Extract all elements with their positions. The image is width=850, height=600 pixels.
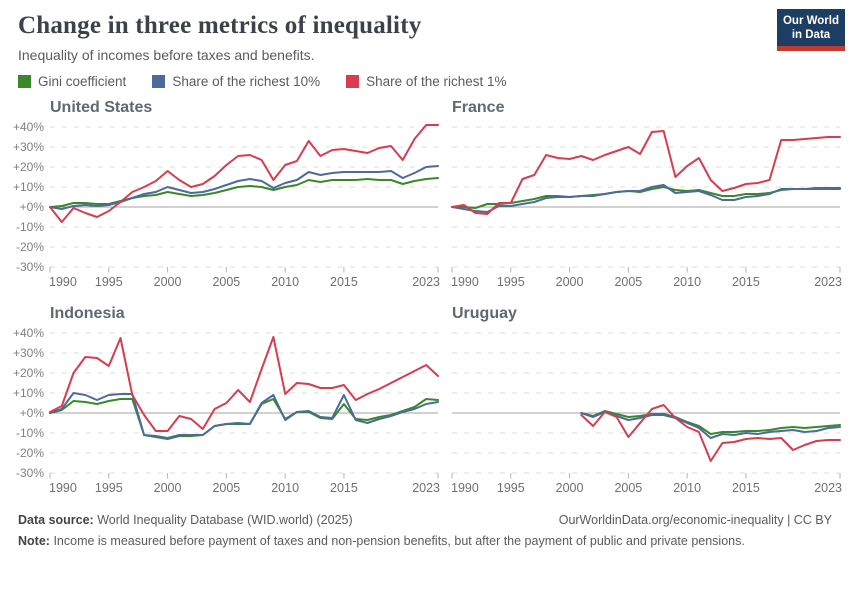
- top10-swatch-icon: [152, 75, 166, 88]
- owid-logo[interactable]: Our World in Data: [777, 9, 845, 51]
- chart-france[interactable]: 1990 1995 2000 2005 2010 2015 2023: [440, 119, 842, 291]
- data-source-label: Data source:: [18, 513, 94, 527]
- y-axis-label: +0%: [20, 200, 45, 214]
- series-line-top1[interactable]: [451, 130, 841, 215]
- x-axis-label: 2023: [814, 481, 842, 495]
- x-axis-label: 2010: [271, 481, 299, 495]
- page-title: Change in three metrics of inequality: [18, 12, 422, 39]
- panel-uruguay: Uruguay 1990 1995 2000 2005 2010 2015 2023: [440, 299, 842, 497]
- x-axis-label: 2023: [412, 275, 440, 289]
- series-line-gini[interactable]: [49, 177, 439, 208]
- credit-link[interactable]: OurWorldinData.org/economic-inequality |…: [558, 513, 832, 527]
- panel-title-indonesia: Indonesia: [50, 305, 125, 322]
- x-axis-label: 1995: [95, 275, 123, 289]
- x-axis-label: 2015: [330, 275, 358, 289]
- legend-item-top10[interactable]: Share of the richest 10%: [152, 74, 320, 89]
- chart-united-states[interactable]: +40% +30% +20% +10% +0% -10% -20% -30% 1990 1995 2…: [6, 119, 440, 291]
- x-axis-label: 1990: [49, 275, 77, 289]
- x-axis-label: 2005: [614, 275, 642, 289]
- owid-logo-line1: Our World: [782, 15, 839, 27]
- legend-label: Share of the richest 1%: [366, 74, 507, 89]
- series-line-top10[interactable]: [49, 165, 439, 210]
- y-axis-label: -10%: [16, 426, 44, 440]
- panel-indonesia: Indonesia +40% +30% +20% +10% +0% -10% -20% -30…: [6, 299, 440, 497]
- y-axis-label: -20%: [16, 240, 44, 254]
- series-line-top10[interactable]: [49, 392, 439, 439]
- series-line-top1[interactable]: [49, 336, 439, 432]
- series-line-gini[interactable]: [451, 186, 841, 209]
- y-axis-label: -30%: [16, 260, 44, 274]
- x-axis-label: 2010: [271, 275, 299, 289]
- y-axis-label: +0%: [20, 406, 45, 420]
- x-axis-label: 2000: [154, 275, 182, 289]
- y-axis-label: -10%: [16, 220, 44, 234]
- owid-logo-stripe: [777, 46, 845, 51]
- chart-indonesia[interactable]: +40% +30% +20% +10% +0% -10% -20% -30% 1990 1995 2…: [6, 325, 440, 497]
- x-axis-label: 1990: [451, 481, 479, 495]
- x-axis-label: 2015: [732, 481, 760, 495]
- panel-title-france: France: [452, 99, 505, 116]
- x-axis-label: 1995: [497, 275, 525, 289]
- gini-swatch-icon: [18, 75, 31, 88]
- x-axis-label: 2023: [814, 275, 842, 289]
- y-axis-label: +10%: [13, 386, 44, 400]
- panel-title-united-states: United States: [50, 99, 153, 116]
- panel-france: France 1990 1995 2000 2005 2010 2015 2023: [440, 93, 842, 291]
- panel-title-uruguay: Uruguay: [452, 305, 517, 322]
- x-axis-label: 2005: [614, 481, 642, 495]
- legend-label: Gini coefficient: [38, 74, 127, 89]
- x-axis-label: 1995: [95, 481, 123, 495]
- owid-logo-line2: in Data: [791, 29, 831, 41]
- charts-grid: United States +40% +30% +20% +10% +0% -10% -20…: [0, 93, 850, 497]
- y-axis-label: +20%: [13, 160, 44, 174]
- series-line-top1[interactable]: [580, 404, 841, 462]
- x-axis-label: 2010: [673, 275, 701, 289]
- x-axis-label: 2005: [212, 275, 240, 289]
- note-label: Note:: [18, 534, 50, 548]
- x-axis-label: 2005: [212, 481, 240, 495]
- x-axis-label: 2010: [673, 481, 701, 495]
- y-axis-label: -30%: [16, 466, 44, 480]
- y-axis-label: +20%: [13, 366, 44, 380]
- x-axis-label: 2000: [556, 275, 584, 289]
- series-line-gini[interactable]: [580, 410, 841, 435]
- legend-item-gini[interactable]: Gini coefficient: [18, 74, 126, 89]
- y-axis-label: +10%: [13, 180, 44, 194]
- x-axis-label: 1990: [49, 481, 77, 495]
- footer-source-row: Data source: World Inequality Database (…: [18, 513, 832, 527]
- x-axis-label: 1990: [451, 275, 479, 289]
- note-text: Income is measured before payment of tax…: [53, 534, 745, 548]
- x-axis-label: 2000: [556, 481, 584, 495]
- y-axis-label: +30%: [13, 346, 44, 360]
- header: Change in three metrics of inequality In…: [0, 0, 850, 89]
- legend: Gini coefficient Share of the richest 10…: [18, 74, 830, 89]
- y-axis-label: +40%: [13, 326, 44, 340]
- y-axis-label: -20%: [16, 446, 44, 460]
- footer-note-row: Note: Income is measured before payment …: [18, 534, 832, 548]
- series-line-top10[interactable]: [580, 411, 841, 439]
- footer: Data source: World Inequality Database (…: [0, 513, 850, 548]
- legend-label: Share of the richest 10%: [172, 74, 321, 89]
- y-axis-label: +30%: [13, 140, 44, 154]
- owid-logo-box: Our World in Data: [777, 9, 845, 46]
- data-source: Data source: World Inequality Database (…: [18, 513, 353, 527]
- legend-item-top1[interactable]: Share of the richest 1%: [346, 74, 506, 89]
- data-source-value: World Inequality Database (WID.world) (2…: [97, 513, 353, 527]
- x-axis-label: 2015: [330, 481, 358, 495]
- panel-united-states: United States +40% +30% +20% +10% +0% -10% -20…: [6, 93, 440, 291]
- page-subtitle: Inequality of incomes before taxes and b…: [18, 47, 315, 63]
- chart-uruguay[interactable]: 1990 1995 2000 2005 2010 2015 2023: [440, 325, 842, 497]
- series-line-top10[interactable]: [451, 184, 841, 213]
- x-axis-label: 2000: [154, 481, 182, 495]
- series-line-top1[interactable]: [49, 124, 439, 223]
- x-axis-label: 2023: [412, 481, 440, 495]
- x-axis-label: 1995: [497, 481, 525, 495]
- x-axis-label: 2015: [732, 275, 760, 289]
- y-axis-label: +40%: [13, 120, 44, 134]
- top1-swatch-icon: [346, 75, 360, 88]
